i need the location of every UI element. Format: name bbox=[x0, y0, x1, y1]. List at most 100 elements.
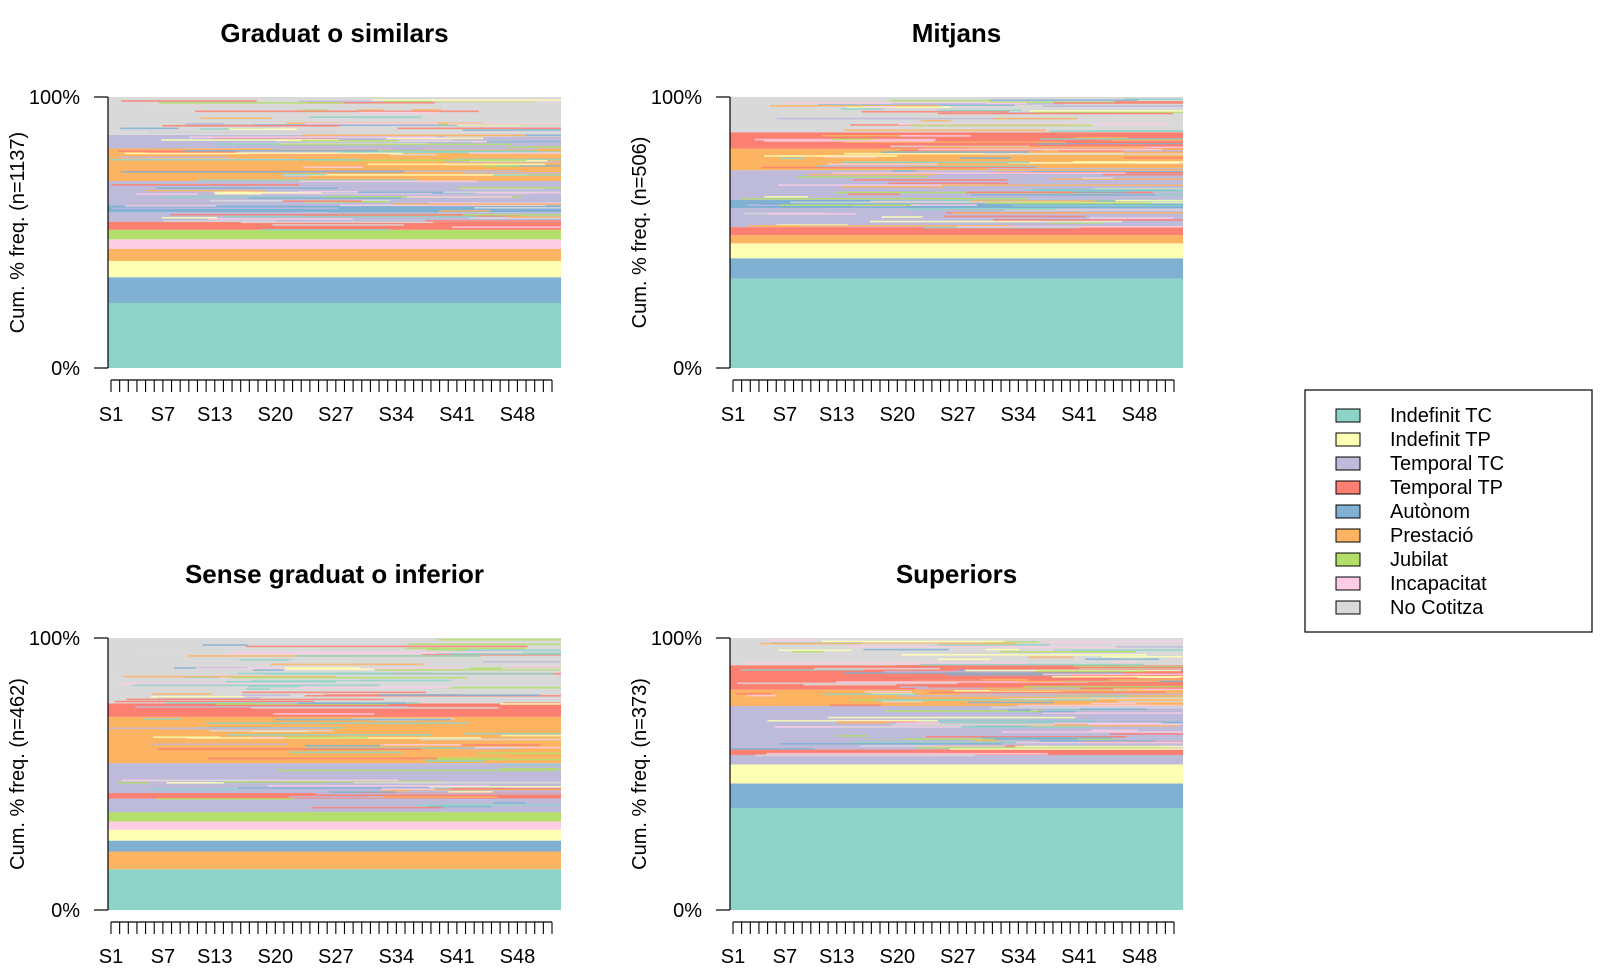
sequence-stripe bbox=[297, 686, 451, 689]
legend-swatch bbox=[1335, 576, 1361, 591]
x-tick-label: S13 bbox=[819, 946, 855, 968]
x-tick-label: S34 bbox=[379, 404, 415, 426]
sequence-stripe bbox=[981, 641, 1046, 643]
band-incapacitat bbox=[108, 239, 561, 249]
sequence-stripe bbox=[761, 166, 1036, 169]
y-tick-label: 0% bbox=[51, 358, 80, 380]
sequence-stripe bbox=[240, 221, 434, 224]
sequence-stripe bbox=[429, 202, 561, 204]
sequence-stripe bbox=[303, 166, 363, 168]
sequence-stripe bbox=[120, 127, 179, 130]
sequence-stripe bbox=[832, 172, 1126, 174]
plot-area bbox=[108, 638, 561, 910]
sequence-stripe bbox=[298, 190, 358, 193]
sequence-stripe bbox=[162, 196, 367, 198]
sequence-stripe bbox=[507, 216, 561, 218]
x-tick-label: S34 bbox=[379, 946, 415, 968]
sequence-stripe bbox=[1104, 141, 1183, 143]
sequence-stripe bbox=[1053, 649, 1183, 651]
sequence-stripe bbox=[1043, 712, 1183, 714]
sequence-stripe bbox=[246, 645, 528, 648]
x-tick-label: S13 bbox=[197, 946, 233, 968]
sequence-stripe bbox=[1088, 682, 1183, 684]
sequence-stripe bbox=[920, 119, 951, 122]
legend-label: Indefinit TP bbox=[1390, 429, 1491, 451]
sequence-stripe bbox=[843, 129, 1047, 132]
legend-label: Incapacitat bbox=[1390, 573, 1487, 595]
sequence-stripe bbox=[152, 779, 250, 782]
sequence-stripe bbox=[1136, 702, 1183, 705]
legend-swatch bbox=[1335, 432, 1361, 447]
sequence-stripe bbox=[339, 204, 546, 207]
y-axis-label: Cum. % freq. (n=373) bbox=[629, 678, 651, 870]
sequence-stripe bbox=[460, 744, 541, 746]
sequence-stripe bbox=[901, 654, 1148, 656]
sequence-stripe bbox=[881, 151, 1030, 153]
sequence-stripe bbox=[313, 159, 527, 162]
sequence-stripe bbox=[425, 219, 561, 222]
sequence-stripe bbox=[989, 689, 1113, 692]
sequence-stripe bbox=[419, 738, 561, 741]
sequence-stripe bbox=[779, 157, 807, 160]
sequence-stripe bbox=[161, 139, 339, 141]
sequence-stripe bbox=[299, 180, 478, 183]
sequence-stripe bbox=[297, 702, 407, 705]
panel-title: Graduat o similars bbox=[220, 18, 448, 48]
sequence-stripe bbox=[984, 648, 1020, 651]
sequence-stripe bbox=[948, 666, 1183, 669]
sequence-stripe bbox=[1088, 723, 1183, 726]
sequence-stripe bbox=[822, 693, 917, 696]
x-tick-label: S27 bbox=[940, 946, 976, 968]
sequence-stripe bbox=[941, 184, 1183, 186]
sequence-stripe bbox=[382, 139, 453, 142]
sequence-stripe bbox=[1008, 162, 1179, 164]
sequence-stripe bbox=[923, 226, 1080, 229]
sequence-stripe bbox=[821, 640, 1004, 643]
x-tick-label: S7 bbox=[151, 946, 175, 968]
sequence-stripe bbox=[185, 122, 225, 125]
sequence-stripe bbox=[366, 796, 499, 798]
x-tick-label: S48 bbox=[1122, 946, 1158, 968]
sequence-stripe bbox=[309, 116, 421, 119]
sequence-stripe bbox=[863, 648, 950, 651]
sequence-stripe bbox=[1029, 110, 1183, 112]
sequence-stripe bbox=[282, 173, 326, 176]
sequence-stripe bbox=[994, 169, 1183, 171]
sequence-stripe bbox=[831, 138, 873, 141]
sequence-stripe bbox=[372, 99, 561, 101]
sequence-stripe bbox=[111, 753, 171, 756]
sequence-stripe bbox=[390, 153, 437, 156]
sequence-stripe bbox=[180, 647, 316, 650]
panel-title: Superiors bbox=[896, 559, 1017, 589]
sequence-stripe bbox=[1102, 173, 1183, 176]
sequence-stripe bbox=[223, 781, 325, 783]
band-temporal-tp bbox=[108, 793, 561, 799]
sequence-stripe bbox=[292, 164, 444, 167]
y-tick-label: 100% bbox=[651, 628, 702, 650]
sequence-stripe bbox=[477, 752, 561, 754]
sequence-stripe bbox=[261, 182, 351, 185]
sequence-stripe bbox=[421, 758, 561, 761]
sequence-stripes bbox=[108, 638, 561, 809]
band-indefinit-tc bbox=[108, 302, 561, 368]
band-prestaci- bbox=[108, 248, 561, 261]
sequence-stripe bbox=[215, 703, 389, 705]
sequence-stripe bbox=[469, 152, 561, 154]
sequence-stripe bbox=[164, 754, 389, 757]
sequence-stripe bbox=[992, 117, 1078, 120]
sequence-stripe bbox=[207, 757, 438, 760]
sequence-stripe bbox=[183, 150, 378, 152]
sequence-stripe bbox=[982, 687, 1031, 690]
sequence-stripe bbox=[288, 139, 399, 142]
sequence-stripe bbox=[836, 735, 867, 737]
sequence-stripe bbox=[283, 200, 362, 202]
sequence-stripe bbox=[778, 184, 985, 186]
panel-title: Sense graduat o inferior bbox=[185, 559, 484, 589]
sequence-stripe bbox=[302, 134, 527, 137]
sequence-stripe bbox=[329, 791, 396, 793]
sequence-stripe bbox=[764, 196, 809, 198]
sequence-stripe bbox=[205, 722, 469, 724]
sequence-stripe bbox=[151, 695, 245, 698]
sequence-stripe bbox=[842, 141, 1066, 143]
sequence-stripe bbox=[123, 675, 337, 678]
